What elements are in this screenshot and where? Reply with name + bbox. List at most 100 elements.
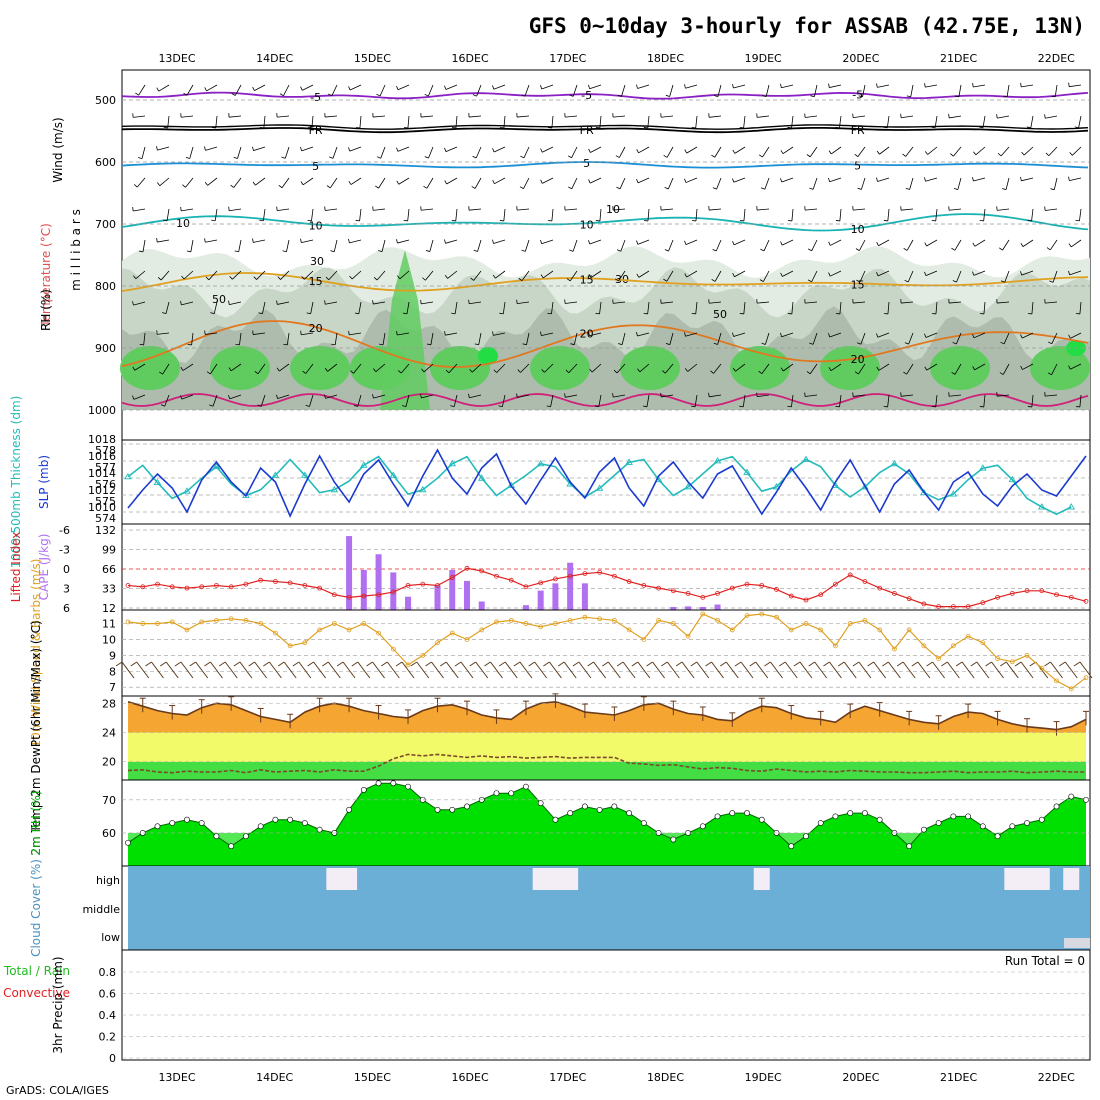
wind-barb <box>421 301 434 305</box>
wind-barb <box>160 270 170 281</box>
wind-barb-flag <box>951 247 956 251</box>
wind-barb-flag <box>1068 270 1071 275</box>
wind-barb-flag <box>1000 280 1005 283</box>
wind-barb <box>685 332 698 337</box>
cape-tick-label: 33 <box>102 583 116 596</box>
wind-barb <box>812 332 818 345</box>
high-cloud-gap <box>532 868 549 890</box>
surface-wind-barb <box>357 661 371 679</box>
wind-barb-flag <box>473 249 478 252</box>
wind-barb <box>423 363 434 373</box>
wind-barb <box>589 239 602 245</box>
wind-barb-flag <box>451 220 456 222</box>
wind-barb-flag <box>348 330 350 335</box>
wind-barb <box>1079 301 1082 314</box>
cape-bar <box>390 572 397 610</box>
wind-barb-flag <box>300 86 303 91</box>
wind-barb-flag <box>588 274 592 278</box>
wind-barb <box>407 208 410 221</box>
lifted-index-marker <box>567 573 573 579</box>
wind-speed-marker <box>479 627 485 633</box>
wind-barb-flag <box>924 83 926 88</box>
surface-wind-barb-flag <box>852 661 860 667</box>
wind-barb-flag <box>931 220 936 222</box>
date-label-bottom: 15DEC <box>354 1071 391 1084</box>
rh2m-marker <box>493 790 500 797</box>
wind-barb-flag <box>854 371 859 375</box>
surface-wind-barb <box>725 661 739 679</box>
wind-barb-flag <box>712 187 717 190</box>
surface-wind-barb <box>239 661 253 679</box>
wind-barb-flag <box>684 240 687 245</box>
slp-tick-label: 1018 <box>88 433 116 446</box>
wind-barb <box>1049 239 1058 251</box>
thickness-line-marker <box>301 471 309 478</box>
thickness-line-marker <box>1037 503 1046 510</box>
wind-barb <box>590 270 602 278</box>
wind-barb <box>301 146 314 152</box>
lifted-index-marker <box>361 593 367 599</box>
cape-bar <box>478 601 485 610</box>
rh2m-marker <box>272 816 279 823</box>
wind-barb <box>782 146 794 155</box>
wind-barb-flag <box>444 147 447 152</box>
wind-barb <box>565 394 578 398</box>
pressure-tick-label: 700 <box>95 218 116 231</box>
surface-wind-barb <box>740 661 754 679</box>
precip-frame <box>121 949 1091 1061</box>
isotherm-label: 20 <box>851 353 865 366</box>
wind-barb-flag <box>1003 95 1008 98</box>
wind-speed-line <box>127 613 1087 690</box>
wind-barb-flag <box>569 249 574 252</box>
wind-barb <box>906 239 914 251</box>
date-label-bottom: 14DEC <box>256 1071 293 1084</box>
wind-barb <box>859 239 866 251</box>
wind-barb <box>974 363 986 371</box>
wind-barb-flag <box>205 276 210 281</box>
wind-barb <box>909 177 914 190</box>
wind-speed-marker <box>553 621 558 626</box>
wind-barb <box>590 146 602 153</box>
wind-barb-flag <box>330 250 335 253</box>
precip-panel: 0 0.2 0.4 0.6 0.8 Total / Rain Convective 3h… <box>3 949 1091 1065</box>
wind-barb-flag <box>588 148 591 153</box>
wind-barb-flag <box>499 220 504 222</box>
surface-wind-barb <box>1020 661 1034 679</box>
precip-tick-label: 0.4 <box>99 1009 117 1022</box>
wind-barb <box>830 270 842 277</box>
high-cloud-gap <box>1019 868 1036 890</box>
thickness-line-marker <box>625 458 633 465</box>
surface-wind-barb <box>195 661 209 679</box>
isotherm-line <box>121 320 1089 368</box>
surface-wind-barb <box>165 661 179 679</box>
wind-barb-flag <box>135 92 139 96</box>
wind-barb <box>647 208 650 221</box>
wind-barb-flag <box>521 249 526 252</box>
lifted-index-marker <box>1039 588 1045 594</box>
wind-barb <box>1021 84 1034 88</box>
temp-tick-label: 24 <box>102 727 116 740</box>
wind-barb-flag <box>279 93 284 97</box>
lifted-index-marker <box>611 573 617 579</box>
wind-barb-flag <box>305 404 310 407</box>
cape-bar <box>567 562 574 610</box>
wind-barb-flag <box>660 392 662 398</box>
wind-barb <box>428 146 434 159</box>
wind-barb <box>373 115 386 118</box>
wind-barb <box>239 332 242 345</box>
rh-90-cell <box>210 346 270 390</box>
thickness-line-marker <box>743 468 751 475</box>
isotherm-label: -5 <box>310 91 321 104</box>
wind-barb <box>1048 146 1058 157</box>
wind-barb <box>935 301 938 314</box>
wind-barb <box>829 177 842 183</box>
wind-barb <box>764 177 770 190</box>
lifted-index-marker <box>921 601 927 607</box>
wind-speed-marker <box>744 613 750 618</box>
wind-barb-flag <box>180 395 183 400</box>
cloud-cover-fill <box>128 866 1090 950</box>
wind-barb-flag <box>684 273 687 278</box>
wind-barb-flag <box>206 371 211 375</box>
isotherm-label: FR <box>851 124 865 137</box>
